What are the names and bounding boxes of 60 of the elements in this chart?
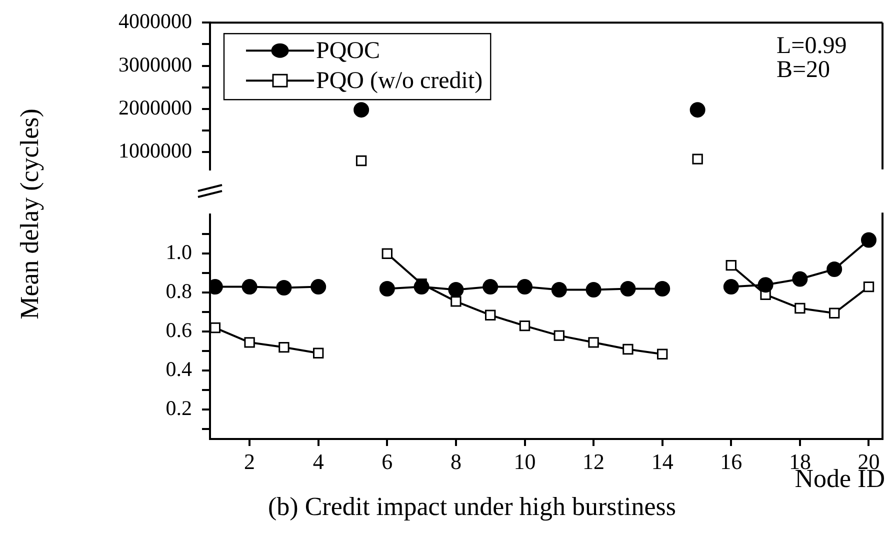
- x-tick-label: 12: [582, 448, 605, 474]
- legend-label: PQOC: [316, 38, 380, 64]
- point: [379, 281, 395, 296]
- y-tick-label: 0.4: [166, 357, 192, 382]
- point: [278, 342, 290, 353]
- point: [482, 279, 498, 295]
- point: [826, 261, 842, 277]
- point: [354, 102, 370, 118]
- x-tick-label: 8: [450, 448, 462, 474]
- point: [828, 308, 840, 318]
- annotation: L=0.99: [776, 32, 847, 59]
- point: [690, 102, 706, 118]
- y-tick-label: 2000000: [118, 95, 192, 120]
- x-tick-label: 14: [651, 448, 674, 474]
- point: [519, 320, 530, 332]
- y-tick-label: 0.6: [166, 318, 192, 342]
- point: [588, 337, 599, 348]
- point: [450, 296, 462, 307]
- y-tick-label: 1.0: [166, 240, 192, 264]
- point: [586, 282, 602, 298]
- point: [692, 154, 703, 164]
- point: [242, 279, 258, 295]
- x-tick-label: 10: [514, 448, 536, 474]
- point: [210, 322, 221, 334]
- annotation: B=20: [776, 56, 830, 83]
- point: [657, 348, 668, 360]
- point: [517, 279, 532, 295]
- point: [794, 302, 806, 314]
- point: [382, 248, 392, 259]
- y-tick-label: 4000000: [118, 9, 192, 34]
- point: [414, 279, 430, 295]
- point: [723, 279, 739, 295]
- point: [356, 155, 367, 166]
- x-tick-label: 4: [312, 448, 324, 474]
- y-tick-label: 0.8: [166, 279, 192, 304]
- point: [551, 282, 567, 298]
- point: [758, 277, 774, 293]
- point: [863, 281, 874, 292]
- point: [485, 310, 496, 320]
- point: [860, 232, 876, 248]
- y-axis-title: Mean delay (cycles): [15, 108, 45, 320]
- point: [620, 281, 636, 296]
- y-tick-label: 1000000: [118, 138, 192, 163]
- point: [244, 337, 255, 348]
- point: [654, 281, 670, 296]
- x-tick-label: 6: [382, 448, 393, 474]
- point: [276, 280, 292, 296]
- point: [448, 282, 464, 298]
- x-tick-label: 2: [244, 448, 256, 474]
- point: [554, 330, 564, 341]
- text: (b) Credit impact under high burstiness: [268, 492, 676, 522]
- point: [313, 348, 324, 358]
- point: [726, 260, 736, 271]
- point: [310, 279, 326, 295]
- x-tick-label: 16: [720, 448, 742, 474]
- point: [622, 344, 634, 355]
- y-tick-label: 3000000: [118, 52, 192, 76]
- legend-label: PQO (w/o credit): [316, 68, 483, 94]
- point: [792, 271, 808, 287]
- y-tick-label: 0.2: [166, 396, 192, 420]
